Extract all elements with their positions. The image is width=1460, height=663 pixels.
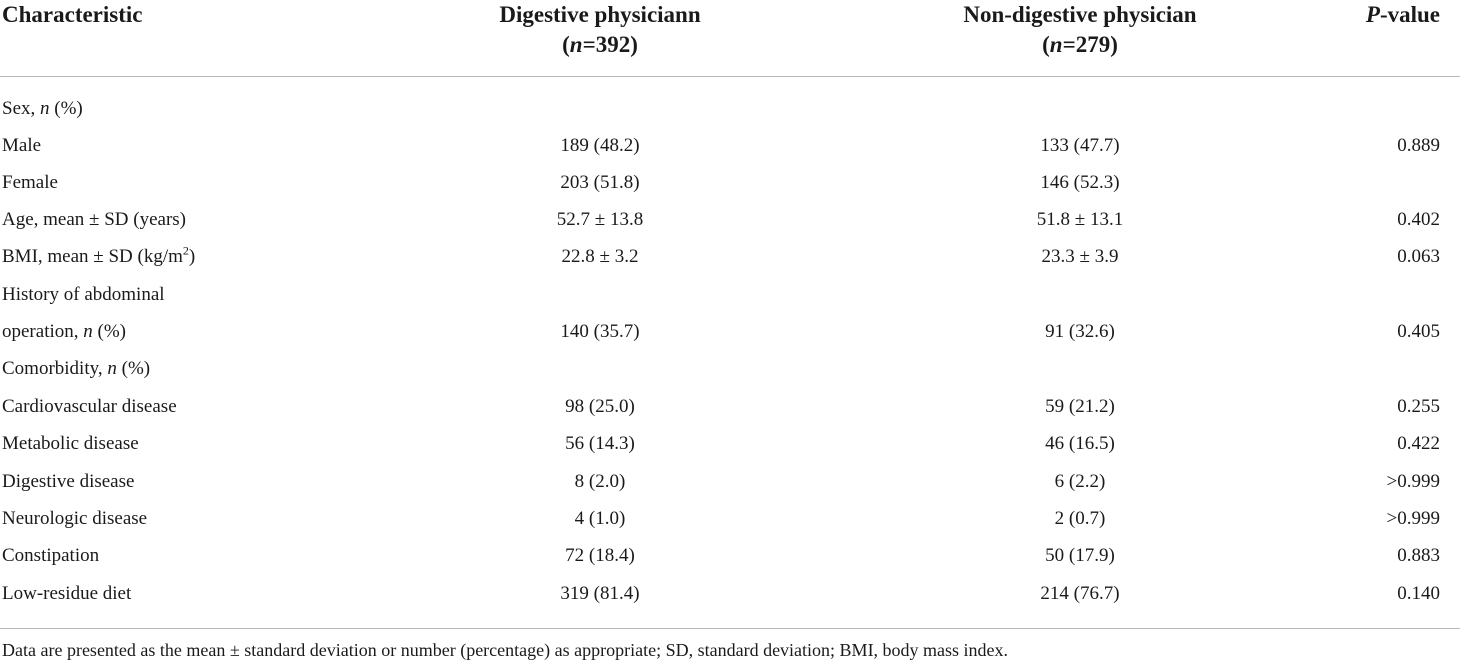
row-label-italic: n <box>107 358 117 379</box>
cell-nondigestive: 2 (0.7) <box>1054 508 1106 529</box>
cell-nondigestive: 133 (47.7) <box>1040 135 1120 156</box>
cell-p-value: 0.405 <box>1397 321 1440 342</box>
cell-digestive: 56 (14.3) <box>565 433 635 454</box>
row-label-text: Sex, <box>2 98 40 119</box>
row-label: Male <box>2 135 42 156</box>
table-row: Cardiovascular disease 98 (25.0) 59 (21.… <box>0 392 1460 422</box>
cell-digestive: 22.8 ± 3.2 <box>561 246 639 267</box>
cell-p-value: 0.889 <box>1397 135 1440 156</box>
table-row: Digestive disease 8 (2.0) 6 (2.2) >0.999 <box>0 467 1460 497</box>
row-label-italic: n <box>40 98 50 119</box>
row-label: Comorbidity, n (%) <box>2 354 150 384</box>
cell-p-value: 0.063 <box>1397 246 1440 267</box>
header-nondigestive-title: Non-digestive physician <box>963 2 1197 27</box>
row-label: Low-residue diet <box>2 583 132 604</box>
cell-nondigestive: 6 (2.2) <box>1054 471 1106 492</box>
table-row: Comorbidity, n (%) <box>0 354 1460 384</box>
cell-digestive: 4 (1.0) <box>574 508 626 529</box>
row-label: Metabolic disease <box>2 433 139 454</box>
header-p-symbol: P <box>1365 2 1380 27</box>
row-label: operation, n (%) <box>2 317 126 347</box>
table-row: Age, mean ± SD (years) 52.7 ± 13.8 51.8 … <box>0 205 1460 235</box>
header-nondigestive-n-symbol: n <box>1049 32 1063 57</box>
header-digestive-physician: Digestive physiciann (n=392) <box>400 0 800 60</box>
table-row: Low-residue diet 319 (81.4) 214 (76.7) 0… <box>0 579 1460 609</box>
cell-p-value: 0.255 <box>1397 396 1440 417</box>
cell-p-value: 0.140 <box>1397 583 1440 604</box>
cell-digestive: 8 (2.0) <box>574 471 626 492</box>
table-row: Female 203 (51.8) 146 (52.3) <box>0 168 1460 198</box>
cell-p-value: >0.999 <box>1386 508 1440 529</box>
row-label: Digestive disease <box>2 471 135 492</box>
table-row: Neurologic disease 4 (1.0) 2 (0.7) >0.99… <box>0 504 1460 534</box>
row-label: History of abdominal <box>2 284 165 305</box>
row-label: Sex, n (%) <box>2 94 83 124</box>
row-label: Neurologic disease <box>2 508 148 529</box>
header-nondigestive-physician: Non-digestive physician (n=279) <box>870 0 1290 60</box>
row-label-text: Comorbidity, <box>2 358 108 379</box>
cell-nondigestive: 23.3 ± 3.9 <box>1041 246 1119 267</box>
header-p-suffix: -value <box>1379 2 1440 27</box>
footer-divider <box>0 628 1460 629</box>
row-label: Cardiovascular disease <box>2 396 177 417</box>
table-row: Constipation 72 (18.4) 50 (17.9) 0.883 <box>0 541 1460 571</box>
table-row: History of abdominal <box>0 280 1460 310</box>
table-row: Male 189 (48.2) 133 (47.7) 0.889 <box>0 131 1460 161</box>
row-label-italic: n <box>83 321 93 342</box>
cell-nondigestive: 46 (16.5) <box>1045 433 1115 454</box>
table-footnote: Data are presented as the mean ± standar… <box>2 640 1009 660</box>
table-row: operation, n (%) 140 (35.7) 91 (32.6) 0.… <box>0 317 1460 347</box>
cell-digestive: 203 (51.8) <box>560 172 640 193</box>
header-digestive-n-symbol: n <box>569 32 583 57</box>
header-digestive-n: (n=392) <box>562 32 638 57</box>
cell-nondigestive: 91 (32.6) <box>1045 321 1115 342</box>
cell-nondigestive: 51.8 ± 13.1 <box>1036 209 1124 230</box>
row-label-text: BMI, mean ± SD (kg/m <box>2 246 183 267</box>
table-row: BMI, mean ± SD (kg/m2) 22.8 ± 3.2 23.3 ±… <box>0 242 1460 272</box>
row-label-superscript: 2 <box>182 243 189 258</box>
table-row: Metabolic disease 56 (14.3) 46 (16.5) 0.… <box>0 429 1460 459</box>
cell-nondigestive: 214 (76.7) <box>1040 583 1120 604</box>
row-label-suffix: (%) <box>116 358 151 379</box>
cell-digestive: 189 (48.2) <box>560 135 640 156</box>
cell-nondigestive: 146 (52.3) <box>1040 172 1120 193</box>
cell-p-value: 0.883 <box>1397 545 1440 566</box>
row-label-suffix: (%) <box>49 98 83 119</box>
table-row: Sex, n (%) <box>0 94 1460 124</box>
header-characteristic: Characteristic <box>2 2 143 27</box>
header-p-value: P-value <box>1366 0 1440 30</box>
row-label-text: operation, <box>2 321 84 342</box>
cell-nondigestive: 50 (17.9) <box>1045 545 1115 566</box>
row-label: BMI, mean ± SD (kg/m2) <box>2 242 195 272</box>
cell-p-value: >0.999 <box>1386 471 1440 492</box>
row-label: Age, mean ± SD (years) <box>2 209 187 230</box>
cell-p-value: 0.422 <box>1397 433 1440 454</box>
header-digestive-title: Digestive physiciann <box>499 2 701 27</box>
header-divider <box>0 76 1460 77</box>
cell-nondigestive: 59 (21.2) <box>1045 396 1115 417</box>
row-label-suffix: (%) <box>92 321 126 342</box>
row-label: Female <box>2 172 58 193</box>
row-label: Constipation <box>2 545 100 566</box>
cell-digestive: 98 (25.0) <box>565 396 635 417</box>
cell-digestive: 72 (18.4) <box>565 545 635 566</box>
header-digestive-count: =392) <box>582 32 638 57</box>
cell-digestive: 52.7 ± 13.8 <box>556 209 644 230</box>
cell-digestive: 319 (81.4) <box>560 583 640 604</box>
header-nondigestive-count: =279) <box>1062 32 1118 57</box>
cell-digestive: 140 (35.7) <box>560 321 640 342</box>
header-nondigestive-n: (n=279) <box>1042 32 1118 57</box>
row-label-suffix: ) <box>188 246 196 267</box>
cell-p-value: 0.402 <box>1397 209 1440 230</box>
